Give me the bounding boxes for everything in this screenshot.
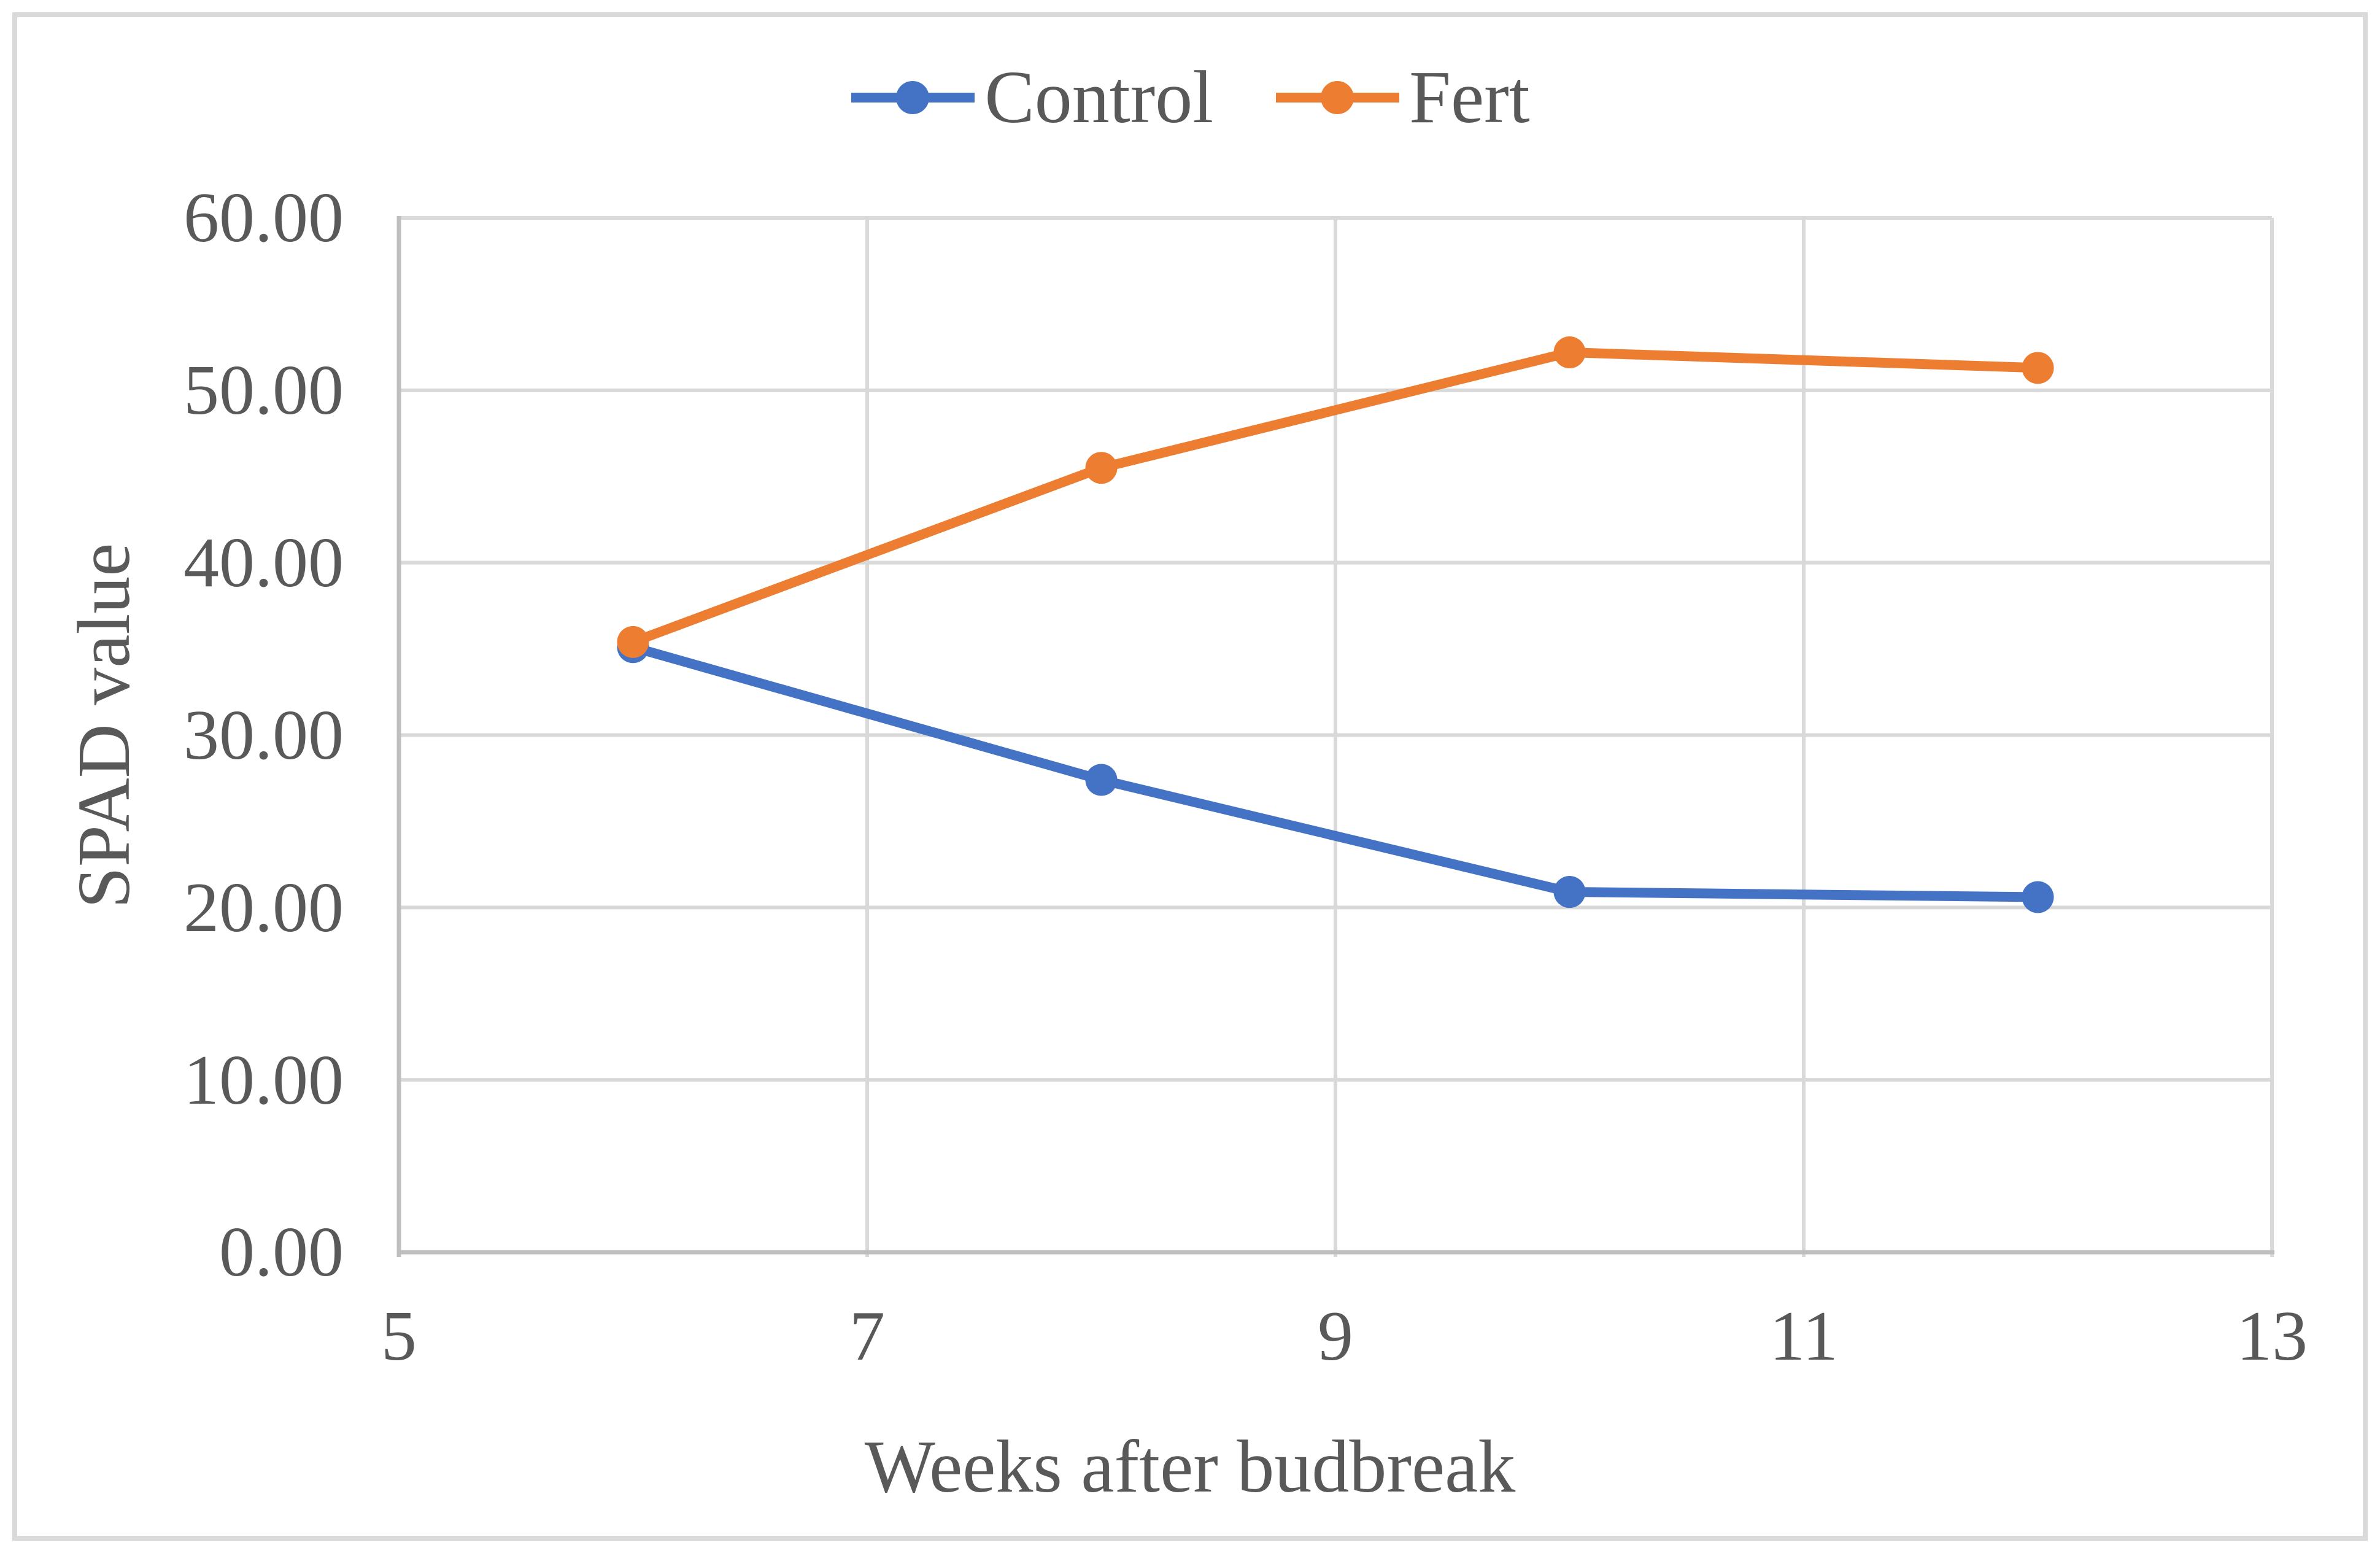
data-point-fert-week-6 (617, 625, 649, 658)
legend-item-control[interactable]: Control (850, 56, 1213, 139)
y-tick-label-50: 50.00 (184, 351, 344, 430)
data-point-control-week-10 (1553, 876, 1586, 908)
data-point-control-week-8 (1085, 764, 1118, 796)
x-tick-label-9: 9 (1318, 1297, 1353, 1376)
legend: Control Fert (0, 56, 2380, 139)
y-tick-label-30: 30.00 (184, 696, 344, 775)
legend-label-control: Control (984, 56, 1214, 139)
y-tick-label-60: 60.00 (184, 179, 344, 257)
y-tick-label-10: 10.00 (184, 1041, 344, 1120)
legend-marker-fert-icon (1276, 81, 1400, 115)
series-line-fert (628, 347, 2043, 647)
y-tick-label-20: 20.00 (184, 869, 344, 947)
y-tick-label-40: 40.00 (184, 524, 344, 602)
legend-marker-control-icon (851, 81, 975, 115)
data-point-fert-week-12 (2022, 352, 2054, 384)
x-axis-title: Weeks after budbreak (864, 1425, 1516, 1508)
x-tick-label-11: 11 (1769, 1297, 1838, 1376)
x-tick-label-7: 7 (849, 1297, 885, 1376)
data-point-fert-week-8 (1085, 452, 1118, 484)
series-line-control (628, 642, 2043, 902)
legend-label-fert: Fert (1409, 56, 1530, 139)
x-tick-label-5: 5 (381, 1297, 417, 1376)
data-point-control-week-12 (2022, 881, 2054, 913)
y-axis-title: SPAD value (63, 543, 145, 908)
data-point-fert-week-10 (1553, 336, 1586, 369)
y-tick-label-0: 0.00 (219, 1213, 344, 1292)
legend-item-fert[interactable]: Fert (1275, 56, 1530, 139)
x-tick-label-13: 13 (2236, 1297, 2308, 1376)
